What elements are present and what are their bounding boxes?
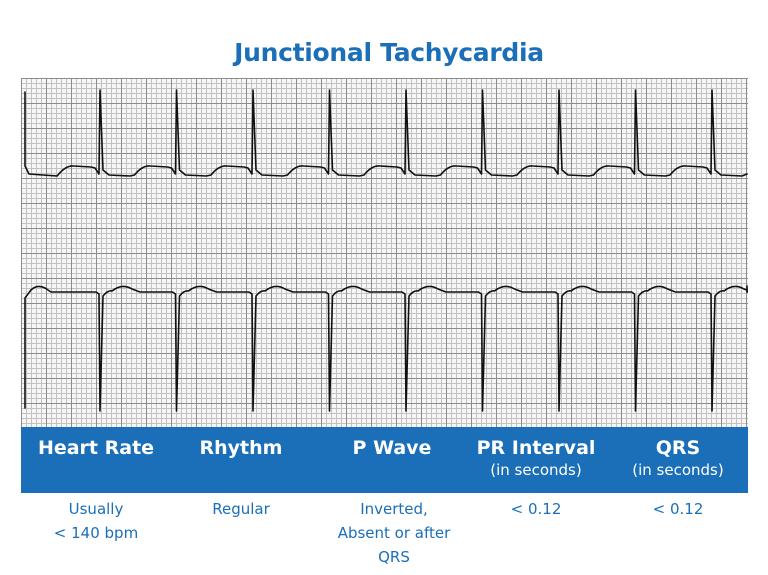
header-pr-interval: PR Interval (in seconds) (461, 427, 611, 480)
ecg-traces (24, 89, 748, 412)
criteria-values: Usually < 140 bpm Regular Inverted, Abse… (21, 497, 748, 575)
header-rhythm-label: Rhythm (199, 437, 283, 459)
page-title: Junctional Tachycardia (234, 38, 544, 67)
value-p-wave: Inverted, Absent or after QRS (317, 497, 471, 569)
value-heart-rate-line-2: < 140 bpm (53, 524, 139, 542)
header-heart-rate-label: Heart Rate (37, 437, 155, 459)
criteria-header-bar: Heart Rate Rhythm P Wave PR Interval (in… (21, 427, 748, 493)
value-p-wave-line-1: Inverted, (360, 500, 428, 518)
ecg-lead-top-trace (24, 89, 748, 177)
header-p-wave: P Wave (317, 427, 467, 459)
value-rhythm: Regular (166, 497, 316, 521)
header-heart-rate: Heart Rate (21, 427, 171, 459)
header-qrs: QRS (in seconds) (603, 427, 753, 480)
value-pr-interval: < 0.12 (461, 497, 611, 521)
value-qrs: < 0.12 (603, 497, 753, 521)
header-pr-interval-unit: (in seconds) (490, 461, 582, 479)
value-rhythm-line-1: Regular (212, 500, 270, 518)
header-rhythm: Rhythm (166, 427, 316, 459)
header-p-wave-label: P Wave (352, 437, 432, 459)
value-qrs-line-1: < 0.12 (652, 500, 704, 518)
value-p-wave-line-3: QRS (378, 548, 410, 566)
value-p-wave-line-2: Absent or after (337, 524, 451, 542)
header-qrs-label: QRS (655, 437, 701, 459)
header-qrs-unit: (in seconds) (632, 461, 724, 479)
header-pr-interval-label: PR Interval (476, 437, 596, 459)
ecg-lead-bottom-trace (24, 285, 748, 412)
ecg-strip (21, 78, 748, 427)
value-heart-rate-line-1: Usually (68, 500, 124, 518)
value-pr-interval-line-1: < 0.12 (510, 500, 562, 518)
value-heart-rate: Usually < 140 bpm (21, 497, 171, 545)
